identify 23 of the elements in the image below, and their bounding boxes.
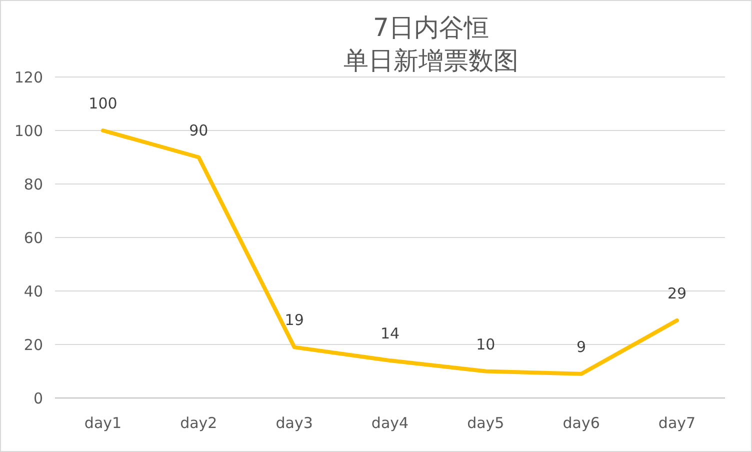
x-tick-label: day6 — [562, 414, 600, 432]
data-label: 90 — [189, 121, 208, 140]
y-tick-label: 40 — [24, 282, 43, 300]
y-tick-label: 60 — [24, 228, 43, 247]
data-label: 14 — [380, 324, 400, 343]
x-tick-label: day2 — [180, 414, 218, 432]
data-label: 19 — [284, 311, 304, 330]
y-tick-label: 120 — [14, 68, 43, 86]
data-label: 100 — [88, 94, 118, 112]
y-tick-label: 100 — [14, 122, 43, 140]
y-tick-label: 20 — [24, 336, 43, 354]
x-tick-label: day4 — [371, 414, 409, 432]
chart-subtitle: 单日新增票数图 — [344, 46, 518, 75]
x-tick-label: day5 — [467, 414, 504, 432]
x-tick-label: day3 — [276, 414, 313, 432]
x-tick-label: day1 — [84, 414, 122, 432]
data-label: 9 — [576, 338, 586, 356]
y-tick-label: 0 — [33, 389, 43, 408]
data-label: 10 — [476, 335, 496, 354]
data-label: 29 — [667, 284, 687, 302]
chart-title: 7日内谷恒 — [373, 13, 489, 42]
x-tick-label: day7 — [658, 414, 696, 432]
y-tick-label: 80 — [24, 175, 43, 194]
